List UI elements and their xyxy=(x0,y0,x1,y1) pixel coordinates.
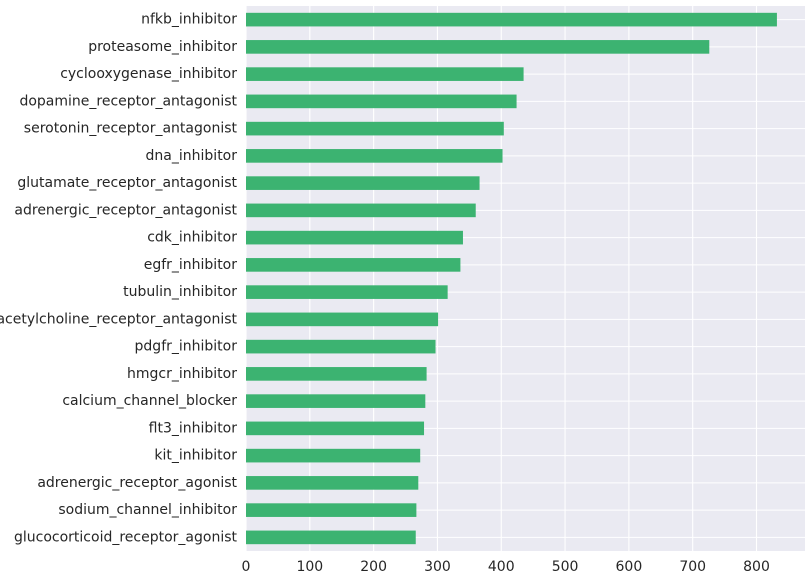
bar-glucocorticoid_receptor_agonist xyxy=(246,530,416,545)
x-axis-labels: 0 100 200 300 400 500 600 700 800 xyxy=(242,559,770,575)
bar-acetylcholine_receptor_antagonist xyxy=(246,312,439,327)
x-tick-label: 100 xyxy=(296,559,323,575)
y-tick-label: dna_inhibitor xyxy=(146,148,238,164)
x-tick-label: 500 xyxy=(552,559,579,575)
y-tick-label: sodium_channel_inhibitor xyxy=(58,502,237,518)
bar-tubulin_inhibitor xyxy=(246,285,448,299)
bar-flt3_inhibitor xyxy=(246,421,425,436)
bar-hmgcr_inhibitor xyxy=(246,367,427,381)
y-tick-label: glutamate_receptor_antagonist xyxy=(17,175,237,191)
bar-dopamine_receptor_antagonist xyxy=(246,94,517,109)
bar-egfr_inhibitor xyxy=(246,258,461,272)
bar-cdk_inhibitor xyxy=(246,230,463,245)
y-tick-label: cyclooxygenase_inhibitor xyxy=(60,66,237,82)
x-tick-label: 200 xyxy=(360,559,387,575)
x-tick-label: 400 xyxy=(488,559,515,575)
y-tick-label: nfkb_inhibitor xyxy=(141,12,237,28)
bar-calcium_channel_blocker xyxy=(246,394,426,408)
y-tick-label: calcium_channel_blocker xyxy=(62,393,237,409)
y-tick-label: flt3_inhibitor xyxy=(149,420,238,436)
y-axis-labels: nfkb_inhibitor proteasome_inhibitorcycloo… xyxy=(0,12,238,546)
y-tick-label: glucocorticoid_receptor_agonist xyxy=(14,529,238,545)
x-tick-label: 300 xyxy=(424,559,451,575)
y-tick-label: adrenergic_receptor_agonist xyxy=(37,475,237,491)
x-tick-label: 800 xyxy=(743,559,770,575)
y-tick-label: proteasome_inhibitor xyxy=(88,39,237,55)
bar-glutamate_receptor_antagonist xyxy=(246,176,480,190)
bar-cyclooxygenase_inhibitor xyxy=(246,67,524,81)
y-tick-label: serotonin_receptor_antagonist xyxy=(24,121,238,137)
y-tick-label: tubulin_inhibitor xyxy=(123,284,237,300)
plot-area xyxy=(246,6,805,551)
y-tick-label: cdk_inhibitor xyxy=(147,230,237,246)
bars xyxy=(246,12,777,545)
y-tick-label: adrenergic_receptor_antagonist xyxy=(14,202,237,218)
x-tick-label: 0 xyxy=(242,559,251,575)
y-tick-label: kit_inhibitor xyxy=(154,448,237,464)
y-tick-label: pdgfr_inhibitor xyxy=(135,339,238,355)
bar-pdgfr_inhibitor xyxy=(246,339,436,354)
bar-nfkb_inhibitor xyxy=(246,12,777,27)
y-tick-label: acetylcholine_receptor_antagonist xyxy=(0,311,238,327)
y-tick-label: dopamine_receptor_antagonist xyxy=(19,93,237,109)
bar-dna_inhibitor xyxy=(246,149,503,163)
bar-adrenergic_receptor_agonist xyxy=(246,476,419,490)
bar-adrenergic_receptor_antagonist xyxy=(246,203,476,218)
bar-proteasome_inhibitor xyxy=(246,40,710,54)
x-tick-label: 700 xyxy=(679,559,706,575)
bar-kit_inhibitor xyxy=(246,448,421,463)
y-tick-label: egfr_inhibitor xyxy=(144,257,238,273)
bar-sodium_channel_inhibitor xyxy=(246,503,417,517)
bar-serotonin_receptor_antagonist xyxy=(246,121,504,136)
x-tick-label: 600 xyxy=(616,559,643,575)
y-tick-label: hmgcr_inhibitor xyxy=(127,366,237,382)
